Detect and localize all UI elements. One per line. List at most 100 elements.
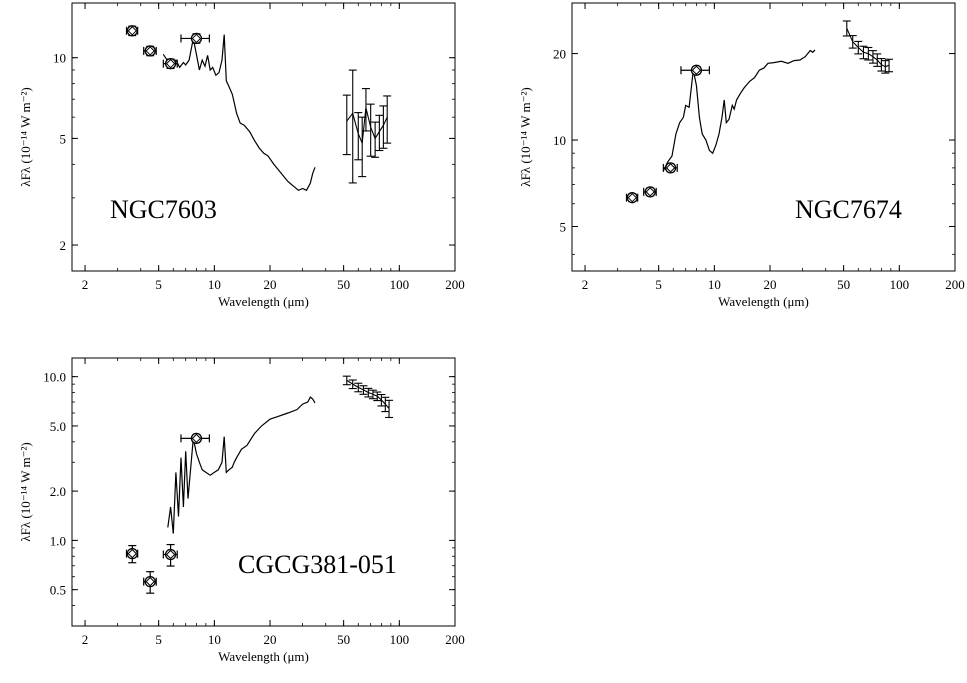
photometry-diamond (127, 26, 137, 36)
photometry-marker (164, 548, 177, 561)
far-ir-point (854, 40, 863, 55)
far-ir-point (379, 105, 388, 149)
chart-panel-2: 2 5 10 20 50 100 200 5 10 20 Wavelength (μm) λFλ (1… (518, 2, 965, 309)
y-tick-label: 5 (60, 131, 67, 146)
y-axis-label: λFλ (10⁻¹⁴ W m⁻²) (518, 87, 533, 186)
y-axis-label: λFλ (10⁻¹⁴ W m⁻²) (18, 87, 33, 186)
chart-panel-3: 2 5 10 20 50 100 200 0.5 1.0 2.0 5.0 10.0 Wavelength… (18, 357, 465, 664)
far-ir-point (385, 399, 394, 419)
x-tick-label: 2 (582, 277, 589, 292)
x-tick-label: 5 (155, 277, 162, 292)
x-tick-label: 200 (445, 277, 465, 292)
x-tick-label: 5 (155, 632, 162, 647)
photometry-diamond (127, 548, 137, 559)
photometry-point (143, 45, 157, 57)
photometry-diamond (191, 33, 202, 44)
far-ir-point (354, 112, 363, 161)
photometry-diamond (165, 58, 176, 69)
photometry-marker (164, 58, 177, 70)
photometry-point (162, 543, 178, 567)
far-ir-point (359, 385, 368, 395)
photometry-point (180, 32, 210, 45)
spectrum-line (167, 396, 316, 534)
far-ir-point (354, 382, 363, 393)
photometry-marker (190, 32, 203, 45)
x-tick-label: 100 (390, 277, 410, 292)
photometry-marker (190, 432, 203, 444)
photometry-marker (126, 25, 138, 37)
photometry-diamond (627, 192, 637, 203)
far-ir-point (381, 396, 390, 413)
far-ir-line (346, 107, 388, 144)
x-tick-label: 5 (655, 277, 662, 292)
y-tick-label: 2.0 (50, 484, 66, 499)
far-ir-point (864, 46, 873, 61)
y-tick-label: 10.0 (43, 370, 66, 385)
y-axis-label: λFλ (10⁻¹⁴ W m⁻²) (18, 442, 33, 541)
x-tick-label: 2 (82, 277, 89, 292)
far-ir-point (342, 94, 351, 156)
x-tick-label: 100 (890, 277, 910, 292)
y-tick-label: 5.0 (50, 419, 66, 434)
photometry-marker (126, 547, 138, 560)
photometry-point (662, 162, 678, 174)
y-tick-label: 5 (560, 220, 567, 235)
photometry-diamond (165, 549, 176, 560)
x-tick-label: 100 (390, 632, 410, 647)
photometry-diamond (191, 433, 202, 444)
y-tick-label: 2 (60, 238, 67, 253)
far-ir-line (846, 28, 890, 68)
x-tick-label: 20 (764, 277, 777, 292)
photometry-diamond (665, 163, 676, 173)
photometry-marker (144, 45, 156, 57)
photometry-point (680, 64, 710, 76)
x-tick-label: 50 (337, 632, 350, 647)
y-tick-label: 10 (53, 51, 66, 66)
y-tick-label: 10 (553, 133, 566, 148)
far-ir-point (348, 379, 357, 390)
photometry-marker (664, 162, 677, 174)
far-ir-point (371, 121, 380, 158)
far-ir-point (348, 69, 357, 184)
far-ir-point (848, 35, 857, 49)
plot-frame (71, 357, 456, 627)
far-ir-point (375, 114, 384, 152)
photometry-point (125, 25, 139, 37)
far-ir-point (868, 50, 877, 64)
photometry-diamond (645, 187, 655, 197)
x-tick-label: 2 (82, 632, 89, 647)
far-ir-point (885, 58, 894, 73)
far-ir-point (873, 53, 882, 67)
far-ir-point (342, 375, 351, 386)
plot-frame (571, 2, 956, 272)
far-ir-point (364, 387, 373, 398)
photometry-point (180, 432, 210, 444)
chart-panel-1: 2 5 10 20 50 100 200 2 5 10 Wavelength (μm) λFλ (10… (18, 2, 465, 309)
x-tick-label: 20 (264, 632, 277, 647)
far-ir-point (373, 391, 382, 402)
spectrum-line (162, 34, 316, 192)
photometry-diamond (145, 576, 155, 587)
galaxy-name: NGC7674 (795, 195, 902, 224)
y-tick-label: 20 (553, 47, 566, 62)
photometry-marker (644, 186, 656, 198)
photometry-point (625, 192, 639, 204)
photometry-marker (626, 192, 638, 204)
x-tick-label: 200 (445, 632, 465, 647)
far-ir-point (361, 88, 370, 132)
x-tick-label: 10 (208, 277, 221, 292)
spectrum-line (662, 49, 816, 172)
galaxy-name: NGC7603 (110, 195, 217, 224)
x-tick-label: 10 (708, 277, 721, 292)
far-ir-line (346, 379, 390, 409)
far-ir-point (368, 389, 377, 400)
photometry-diamond (145, 46, 155, 56)
x-tick-label: 200 (945, 277, 965, 292)
x-tick-label: 10 (208, 632, 221, 647)
far-ir-point (377, 393, 386, 407)
far-ir-point (358, 116, 367, 178)
plot-frame (71, 2, 456, 272)
x-axis-label: Wavelength (μm) (218, 649, 309, 664)
y-tick-label: 1.0 (50, 533, 66, 548)
